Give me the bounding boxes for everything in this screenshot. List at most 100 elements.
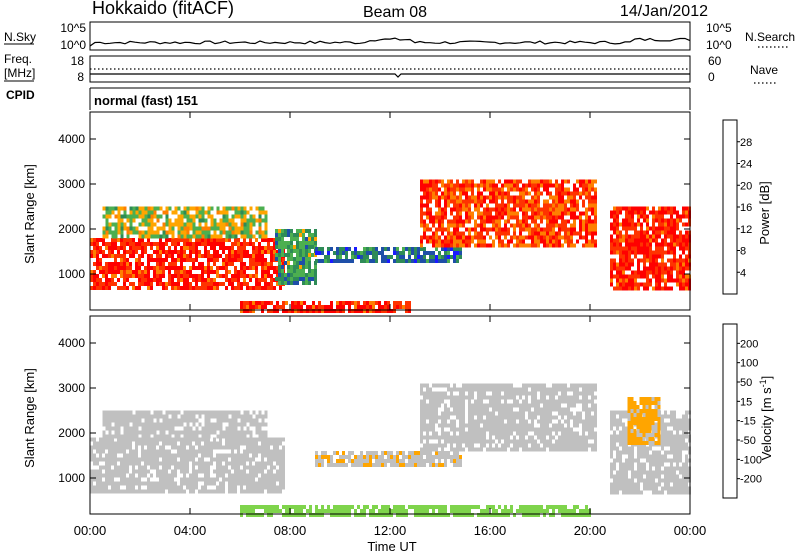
power-cell — [622, 206, 625, 211]
power-cell — [670, 270, 673, 275]
velocity-cell — [204, 449, 207, 454]
power-cell — [117, 214, 121, 219]
power-cell — [201, 214, 205, 219]
velocity-cell — [177, 410, 181, 415]
velocity-cell — [129, 485, 132, 490]
velocity-cell — [594, 447, 597, 452]
velocity-cell — [582, 387, 585, 392]
power-cell — [504, 211, 507, 216]
power-cell — [308, 233, 311, 237]
velocity-cell — [174, 473, 177, 478]
power-cell — [625, 282, 628, 287]
power-cell — [613, 210, 616, 215]
power-cell — [676, 210, 679, 215]
velocity-cell — [156, 437, 159, 442]
power-cell — [255, 206, 259, 211]
power-cell — [219, 222, 223, 227]
power-cell — [399, 301, 402, 305]
power-cell — [441, 247, 444, 251]
power-cell — [537, 239, 540, 244]
power-cell — [498, 207, 501, 212]
power-cell — [290, 277, 293, 281]
power-cell — [628, 242, 631, 247]
power-cell — [456, 247, 459, 251]
velocity-cell — [192, 481, 195, 486]
velocity-cell — [102, 418, 106, 423]
velocity-cell — [625, 458, 628, 463]
velocity-cell — [489, 443, 492, 448]
power-cell — [486, 227, 489, 232]
velocity-cell — [246, 449, 249, 454]
velocity-cell — [513, 387, 516, 392]
power-cell — [261, 238, 264, 242]
power-cell — [655, 250, 658, 255]
power-cell — [673, 254, 676, 259]
power-cell — [658, 274, 661, 279]
power-cell — [685, 282, 688, 287]
power-cell — [555, 215, 558, 220]
power-cell — [147, 214, 151, 219]
power-cell — [284, 241, 287, 245]
power-cell — [519, 235, 522, 240]
velocity-cell — [255, 469, 258, 474]
power-cell — [637, 218, 640, 223]
velocity-cell — [243, 489, 246, 494]
power-cell — [610, 222, 613, 227]
power-cell — [453, 207, 456, 212]
power-cell — [661, 218, 664, 223]
velocity-cell — [252, 422, 256, 427]
velocity-cell — [252, 410, 256, 415]
velocity-cell — [111, 449, 114, 454]
velocity-cell — [153, 461, 156, 466]
velocity-cell — [267, 473, 270, 478]
velocity-cell — [531, 387, 534, 392]
power-cell — [471, 235, 474, 240]
power-cell — [528, 227, 531, 232]
velocity-cell — [411, 459, 414, 463]
velocity-cell — [165, 434, 169, 439]
velocity-cell — [132, 430, 136, 435]
power-cell — [528, 243, 531, 248]
velocity-cell — [462, 387, 465, 392]
velocity-cell — [495, 443, 498, 448]
power-cell — [183, 254, 186, 258]
power-cell — [552, 227, 555, 232]
velocity-cell — [384, 451, 387, 455]
velocity-cell — [594, 415, 597, 420]
power-cell — [305, 249, 308, 253]
power-cell — [165, 210, 169, 215]
power-cell — [540, 239, 543, 244]
power-cell — [308, 229, 311, 233]
power-cell — [318, 305, 321, 309]
velocity-cell — [477, 395, 480, 400]
power-cell — [570, 211, 573, 216]
power-cell — [450, 191, 453, 196]
power-cell — [281, 265, 284, 269]
velocity-cell — [267, 489, 270, 494]
velocity-cell — [315, 451, 318, 455]
power-cell — [201, 262, 204, 266]
velocity-cell — [186, 410, 190, 415]
velocity-cell — [582, 407, 585, 412]
power-cell — [679, 214, 682, 219]
power-cell — [258, 254, 261, 258]
power-cell — [180, 234, 184, 239]
velocity-cell — [282, 457, 285, 462]
velocity-cell — [486, 383, 489, 388]
velocity-cell — [180, 485, 183, 490]
power-cell — [204, 242, 207, 246]
velocity-cell — [96, 461, 99, 466]
power-cell — [162, 258, 165, 262]
velocity-cell — [177, 437, 180, 442]
power-cell — [240, 301, 243, 305]
power-cell — [267, 266, 270, 270]
power-cell — [673, 266, 676, 271]
velocity-cell — [219, 481, 222, 486]
power-cell — [275, 241, 278, 245]
velocity-cell — [102, 481, 105, 486]
velocity-cell — [465, 395, 468, 400]
power-cell — [189, 242, 192, 246]
power-cell — [585, 183, 588, 188]
velocity-cell — [429, 423, 432, 428]
velocity-cell — [516, 427, 519, 432]
